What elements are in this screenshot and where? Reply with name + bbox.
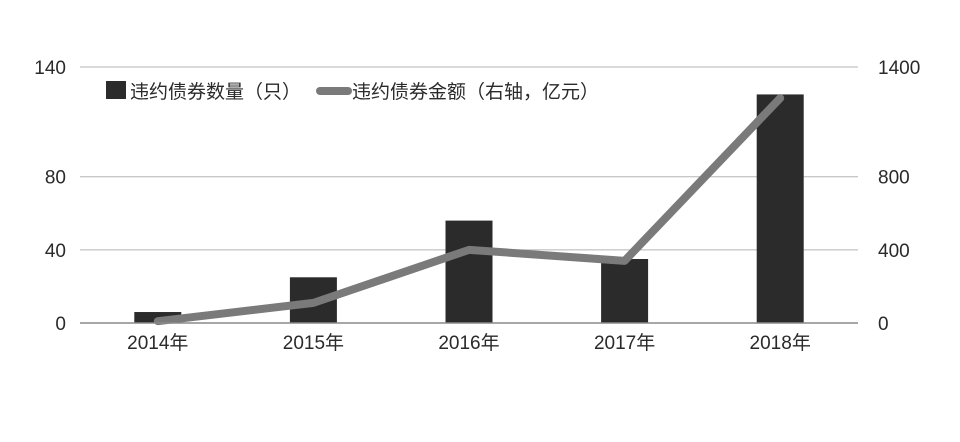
bar <box>445 220 493 323</box>
line-point <box>779 97 781 99</box>
line-point <box>312 302 314 304</box>
line-series <box>153 94 785 326</box>
left-y-tick-label: 140 <box>34 58 66 79</box>
line-point <box>468 249 470 251</box>
bar-series <box>134 94 804 323</box>
right-y-tick-label: 400 <box>878 241 910 262</box>
legend-line-label: 违约债券金额（右轴，亿元） <box>352 81 599 103</box>
line-point <box>157 320 159 322</box>
left-y-tick-label: 40 <box>45 241 66 262</box>
left-y-tick-label: 0 <box>55 314 66 335</box>
right-y-tick-label: 1400 <box>878 58 920 79</box>
legend: 违约债券数量（只） 违约债券金额（右轴，亿元） <box>106 81 599 103</box>
line-point <box>624 260 626 262</box>
x-category-label: 2018年 <box>750 332 811 354</box>
x-category-label: 2017年 <box>594 332 655 354</box>
bar <box>601 259 649 323</box>
bar <box>756 94 804 323</box>
left-y-tick-label: 80 <box>45 168 66 189</box>
legend-bar-swatch <box>106 81 126 99</box>
right-y-tick-label: 0 <box>878 314 889 335</box>
x-category-label: 2015年 <box>283 332 344 354</box>
x-category-label: 2014年 <box>127 332 188 354</box>
x-category-label: 2016年 <box>438 332 499 354</box>
legend-bar-label: 违约债券数量（只） <box>130 81 301 103</box>
right-y-tick-label: 800 <box>878 168 910 189</box>
